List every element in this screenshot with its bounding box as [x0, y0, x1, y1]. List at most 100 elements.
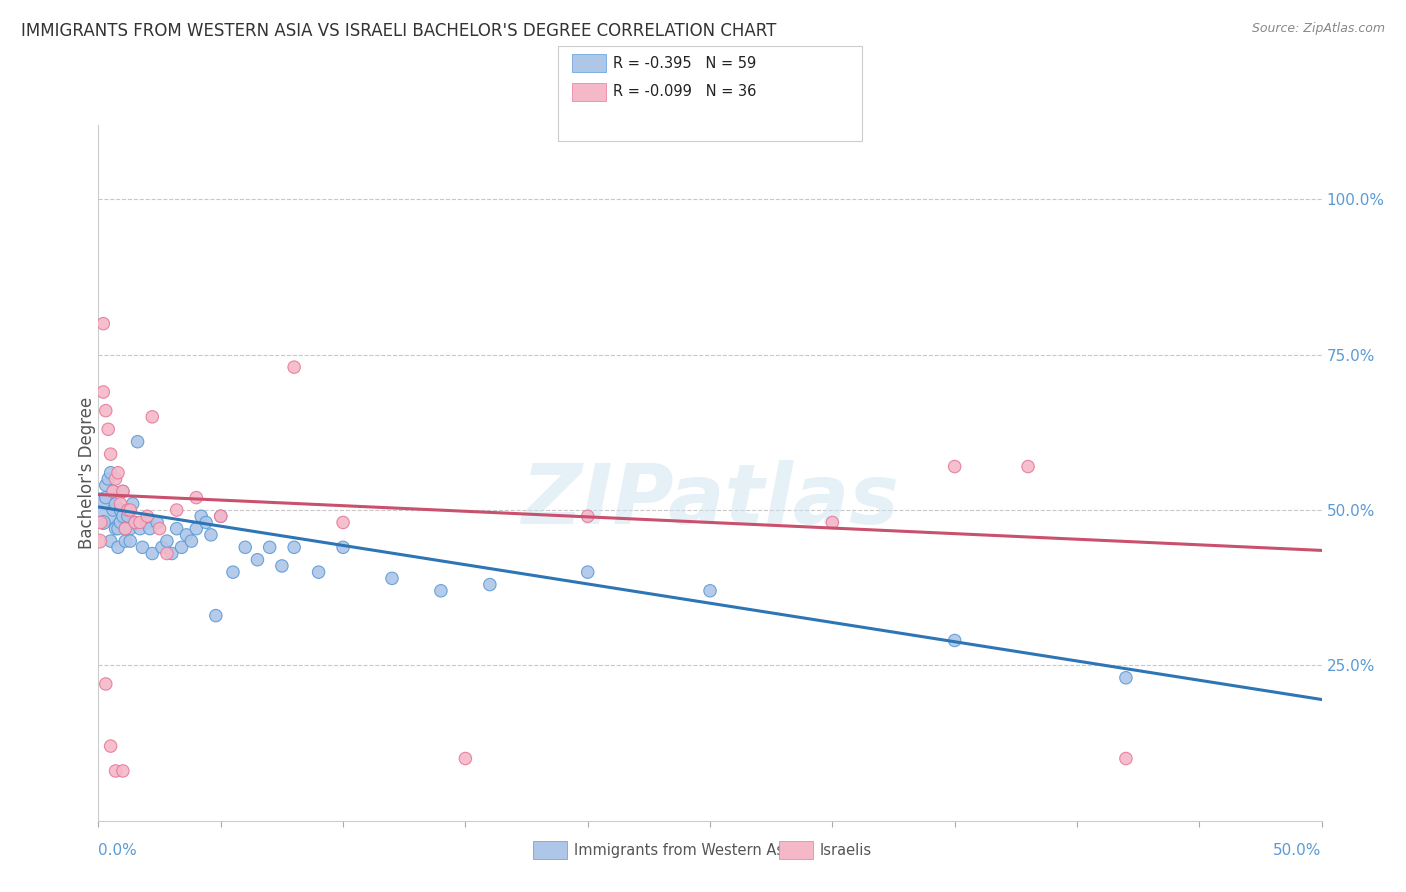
Point [100, 466, 122, 480]
Point [120, 522, 142, 536]
Point [149, 522, 172, 536]
Point [308, 565, 330, 579]
Point [186, 491, 208, 505]
Point [259, 541, 281, 555]
Text: R = -0.099   N = 36: R = -0.099 N = 36 [613, 85, 756, 99]
Point [110, 516, 132, 530]
Point [270, 558, 294, 573]
Point [180, 534, 202, 549]
Point [141, 409, 163, 424]
Point [121, 497, 143, 511]
Point [129, 522, 152, 536]
Point [821, 516, 844, 530]
Point [1115, 751, 1137, 765]
Text: IMMIGRANTS FROM WESTERN ASIA VS ISRAELI BACHELOR'S DEGREE CORRELATION CHART: IMMIGRANTS FROM WESTERN ASIA VS ISRAELI … [21, 22, 776, 40]
Point [97, 472, 120, 486]
Point [129, 516, 152, 530]
Point [124, 516, 146, 530]
Point [283, 541, 305, 555]
Point [94, 403, 117, 417]
Point [205, 608, 228, 623]
Point [1017, 459, 1039, 474]
Point [136, 516, 159, 530]
Point [139, 522, 162, 536]
Point [100, 739, 122, 753]
Point [200, 528, 222, 542]
Point [127, 434, 149, 449]
Point [107, 522, 129, 536]
Point [166, 503, 188, 517]
Y-axis label: Bachelor's Degree: Bachelor's Degree [79, 397, 96, 549]
Point [576, 565, 599, 579]
Point [111, 509, 134, 524]
Point [94, 677, 117, 691]
Point [195, 516, 218, 530]
Point [111, 484, 134, 499]
Text: 0.0%: 0.0% [98, 843, 138, 858]
Point [283, 360, 305, 375]
Point [114, 534, 136, 549]
Point [104, 472, 127, 486]
Point [332, 516, 354, 530]
Point [94, 478, 117, 492]
Point [186, 522, 208, 536]
Text: Immigrants from Western Asia: Immigrants from Western Asia [574, 843, 797, 857]
Point [176, 528, 198, 542]
Point [1115, 671, 1137, 685]
Point [170, 541, 193, 555]
Point [110, 503, 132, 517]
Point [90, 503, 112, 517]
Point [117, 503, 139, 517]
Point [120, 503, 142, 517]
Point [209, 509, 232, 524]
Point [131, 541, 153, 555]
Text: R = -0.395   N = 59: R = -0.395 N = 59 [613, 56, 756, 70]
Point [104, 522, 127, 536]
Point [146, 516, 169, 530]
Point [454, 751, 477, 765]
Text: ZIPatlas: ZIPatlas [522, 460, 898, 541]
Point [104, 764, 127, 778]
Point [91, 384, 114, 399]
Point [222, 565, 245, 579]
Point [124, 516, 146, 530]
Point [100, 447, 122, 461]
Point [209, 509, 232, 524]
Point [233, 541, 256, 555]
Point [699, 583, 721, 598]
Point [94, 491, 117, 505]
Point [150, 541, 173, 555]
Point [89, 534, 111, 549]
Point [576, 509, 599, 524]
Point [101, 503, 124, 517]
Point [114, 522, 136, 536]
Point [111, 484, 134, 499]
Point [332, 541, 354, 555]
Point [478, 577, 501, 591]
Point [430, 583, 453, 598]
Point [110, 497, 132, 511]
Point [160, 547, 183, 561]
Point [104, 497, 127, 511]
Point [136, 509, 159, 524]
Point [91, 317, 114, 331]
Point [90, 516, 112, 530]
Point [156, 534, 179, 549]
Point [100, 534, 122, 549]
Point [190, 509, 212, 524]
Point [120, 534, 142, 549]
Text: Israelis: Israelis [820, 843, 872, 857]
Point [111, 764, 134, 778]
Point [107, 466, 129, 480]
Point [107, 541, 129, 555]
Point [101, 484, 124, 499]
Point [156, 547, 179, 561]
Text: 50.0%: 50.0% [1274, 843, 1322, 858]
Point [943, 459, 966, 474]
Point [91, 516, 114, 530]
Point [101, 484, 124, 499]
Text: Source: ZipAtlas.com: Source: ZipAtlas.com [1251, 22, 1385, 36]
Point [246, 552, 269, 567]
Point [381, 571, 404, 585]
Point [97, 422, 120, 436]
